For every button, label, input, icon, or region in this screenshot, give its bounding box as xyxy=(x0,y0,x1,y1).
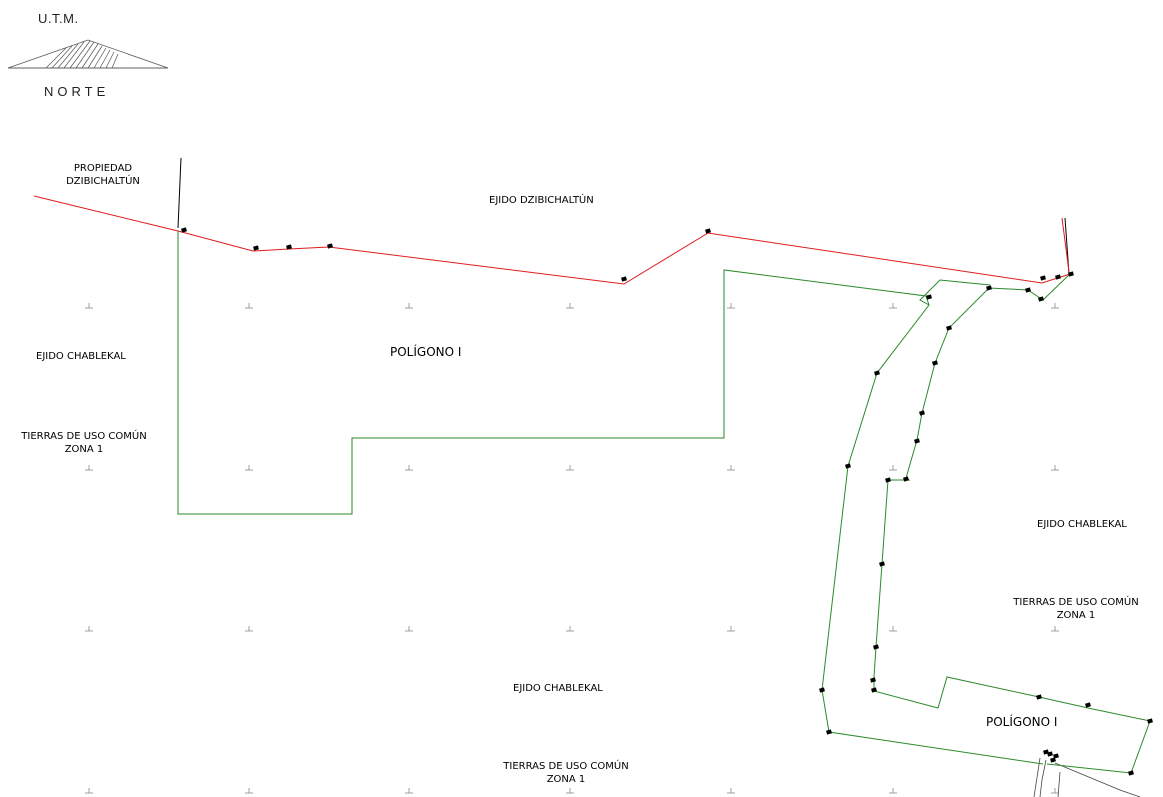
vertex-marker xyxy=(1085,702,1091,708)
vertex-marker xyxy=(1047,751,1053,757)
vertex-marker xyxy=(932,360,938,366)
vertex-marker xyxy=(1147,718,1153,724)
vertex-marker xyxy=(286,244,292,250)
vertex-marker xyxy=(986,285,992,291)
vertex-marker xyxy=(914,438,920,444)
vertex-marker xyxy=(705,228,711,234)
label-poligono-southeast: POLÍGONO I xyxy=(986,715,1058,729)
label-tierras-south-line2: ZONA 1 xyxy=(546,774,586,785)
vertex-marker xyxy=(181,227,187,233)
label-propiedad-line2: DZIBICHALTÚN xyxy=(66,176,140,187)
label-ejido-chablekal-east: EJIDO CHABLEKAL xyxy=(1037,519,1127,530)
polygon-main xyxy=(177,231,1151,774)
north-arrow-label: NORTE xyxy=(44,84,110,99)
vertex-marker xyxy=(1053,753,1059,759)
vertex-marker xyxy=(1050,757,1056,763)
vertex-markers xyxy=(181,227,1153,776)
vertex-marker xyxy=(1040,275,1046,281)
vertex-marker xyxy=(1128,770,1134,776)
vertex-marker xyxy=(903,476,909,482)
label-ejido-dzibichaltun: EJIDO DZIBICHALTÚN xyxy=(489,195,594,206)
north-arrow-icon xyxy=(7,39,169,69)
neighbor-boundary xyxy=(177,157,1141,797)
label-tierras-west-line2: ZONA 1 xyxy=(64,444,104,455)
label-ejido-chablekal-west: EJIDO CHABLEKAL xyxy=(36,351,126,362)
vertex-marker xyxy=(926,294,932,300)
vertex-marker xyxy=(253,245,259,251)
vertex-marker xyxy=(873,644,879,650)
label-tierras-east-line1: TIERRAS DE USO COMÚN xyxy=(1013,597,1139,608)
label-tierras-south: TIERRAS DE USO COMÚN ZONA 1 xyxy=(486,760,646,786)
vertex-marker xyxy=(621,276,627,282)
label-poligono-main: POLÍGONO I xyxy=(390,345,462,359)
north-arrow-title: U.T.M. xyxy=(38,11,79,26)
label-tierras-west-line1: TIERRAS DE USO COMÚN xyxy=(21,431,147,442)
vertex-marker xyxy=(845,463,851,469)
vertex-marker xyxy=(946,325,952,331)
vertex-marker xyxy=(919,410,925,416)
vertex-marker xyxy=(826,729,832,735)
vertex-marker xyxy=(885,477,891,483)
label-ejido-chablekal-south: EJIDO CHABLEKAL xyxy=(513,683,603,694)
vertex-marker xyxy=(1036,694,1042,700)
vertex-marker xyxy=(1038,296,1044,302)
vertex-marker xyxy=(1025,287,1031,293)
vertex-marker xyxy=(327,243,333,249)
label-propiedad-line1: PROPIEDAD xyxy=(73,163,133,174)
vertex-marker xyxy=(874,370,880,376)
vertex-marker xyxy=(870,677,876,683)
vertex-marker xyxy=(819,687,825,693)
ejido-boundary xyxy=(33,195,1071,285)
vertex-marker xyxy=(879,561,885,567)
vertex-marker xyxy=(1068,271,1074,277)
grid-ticks xyxy=(85,303,1059,794)
vertex-marker xyxy=(871,687,877,693)
label-propiedad: PROPIEDAD DZIBICHALTÚN xyxy=(58,162,148,188)
label-tierras-east: TIERRAS DE USO COMÚN ZONA 1 xyxy=(996,596,1156,622)
label-tierras-west: TIERRAS DE USO COMÚN ZONA 1 xyxy=(4,430,164,456)
vertex-marker xyxy=(1055,274,1061,280)
label-tierras-east-line2: ZONA 1 xyxy=(1056,610,1096,621)
label-tierras-south-line1: TIERRAS DE USO COMÚN xyxy=(503,761,629,772)
